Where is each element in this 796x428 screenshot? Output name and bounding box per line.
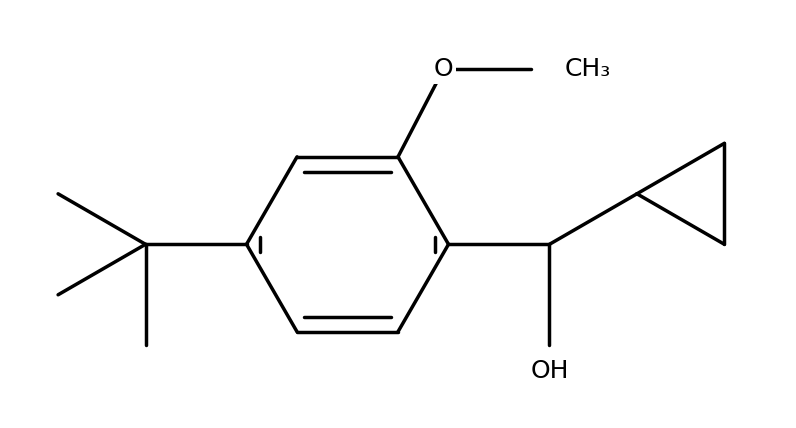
Text: CH₃: CH₃ <box>564 57 611 81</box>
Text: OH: OH <box>530 359 568 383</box>
Text: O: O <box>434 57 453 81</box>
